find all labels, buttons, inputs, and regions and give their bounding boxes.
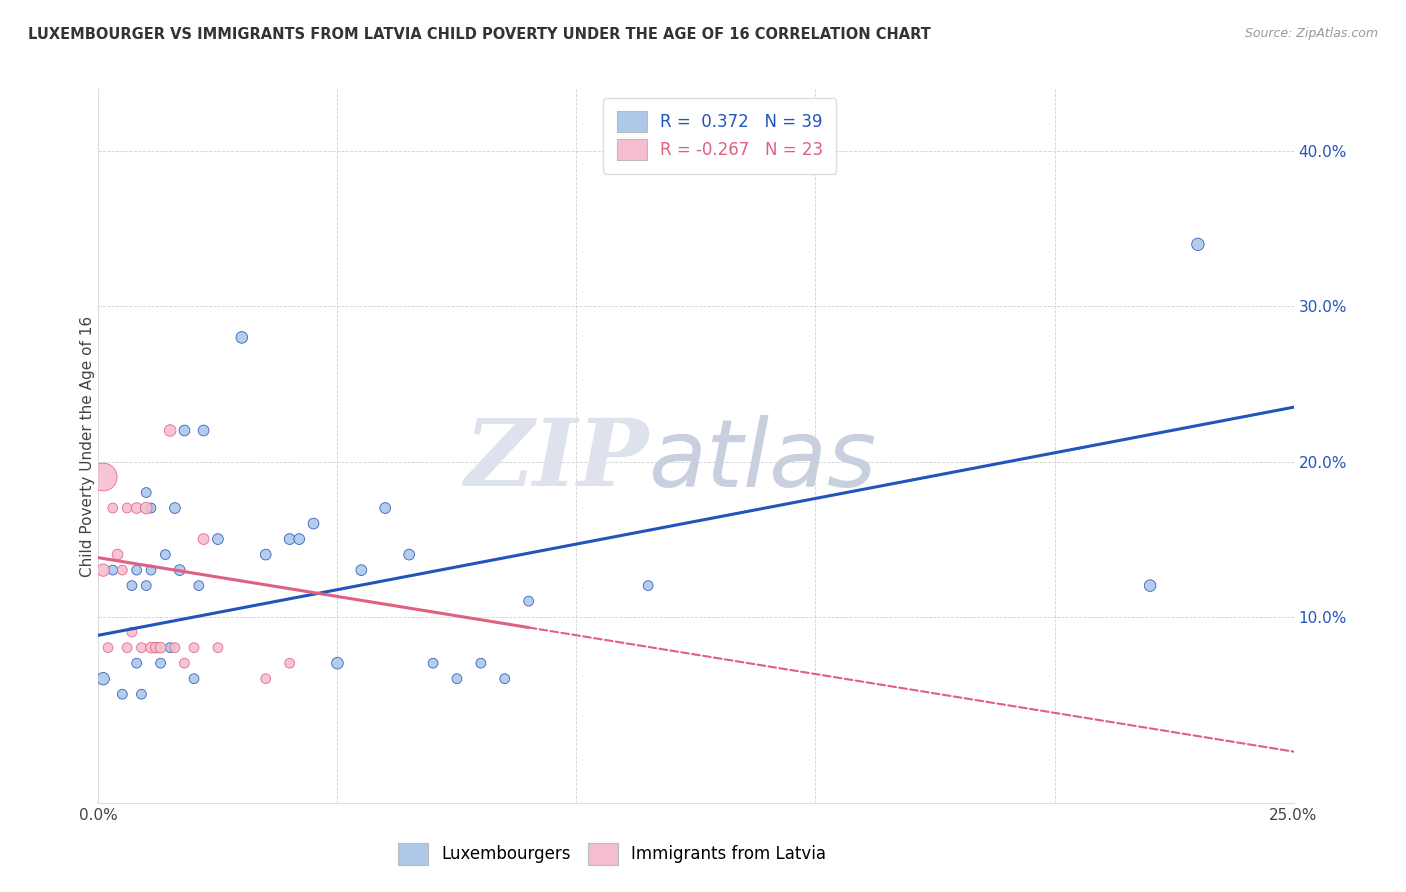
Legend: Luxembourgers, Immigrants from Latvia: Luxembourgers, Immigrants from Latvia (389, 835, 835, 873)
Point (374, 501, 396, 516)
Point (115, 640, 138, 655)
Point (278, 656, 301, 670)
Point (1187, 237, 1209, 252)
Point (145, 640, 167, 655)
Point (135, 501, 157, 516)
Point (207, 532, 229, 546)
Point (139, 501, 162, 516)
Point (446, 672, 468, 686)
Point (121, 625, 143, 640)
Point (131, 640, 153, 655)
Point (107, 548, 129, 562)
Point (1139, 579, 1161, 593)
Point (97, 640, 120, 655)
Point (207, 640, 229, 655)
Point (163, 640, 186, 655)
Point (169, 563, 191, 577)
Point (149, 656, 172, 670)
Point (326, 656, 349, 670)
Point (125, 656, 148, 670)
Point (91, 672, 114, 686)
Point (183, 640, 205, 655)
Point (101, 501, 124, 516)
Point (135, 485, 157, 500)
Point (115, 501, 138, 516)
Point (398, 548, 420, 562)
Point (111, 687, 134, 701)
Point (155, 548, 177, 562)
Text: Source: ZipAtlas.com: Source: ZipAtlas.com (1244, 27, 1378, 40)
Point (131, 687, 153, 701)
Point (288, 532, 311, 546)
Point (91, 470, 114, 484)
Point (163, 501, 186, 516)
Point (159, 640, 181, 655)
Text: atlas: atlas (648, 415, 876, 506)
Point (350, 563, 373, 577)
Point (183, 672, 205, 686)
Y-axis label: Child Poverty Under the Age of 16: Child Poverty Under the Age of 16 (80, 316, 94, 576)
Point (145, 640, 167, 655)
Point (125, 563, 148, 577)
Point (173, 424, 195, 438)
Point (173, 656, 195, 670)
Point (101, 563, 124, 577)
Point (193, 424, 215, 438)
Point (517, 594, 540, 608)
Point (637, 579, 659, 593)
Point (254, 672, 277, 686)
Point (470, 656, 492, 670)
Text: LUXEMBOURGER VS IMMIGRANTS FROM LATVIA CHILD POVERTY UNDER THE AGE OF 16 CORRELA: LUXEMBOURGER VS IMMIGRANTS FROM LATVIA C… (28, 27, 931, 42)
Text: ZIP: ZIP (464, 416, 648, 505)
Point (125, 501, 148, 516)
Point (111, 563, 134, 577)
Point (139, 563, 162, 577)
Point (494, 672, 516, 686)
Point (139, 640, 162, 655)
Point (254, 548, 277, 562)
Point (302, 516, 325, 531)
Point (135, 579, 157, 593)
Point (149, 640, 172, 655)
Point (422, 656, 444, 670)
Point (187, 579, 209, 593)
Point (91, 563, 114, 577)
Point (193, 532, 215, 546)
Point (159, 424, 181, 438)
Point (278, 532, 301, 546)
Point (121, 579, 143, 593)
Point (231, 330, 253, 344)
